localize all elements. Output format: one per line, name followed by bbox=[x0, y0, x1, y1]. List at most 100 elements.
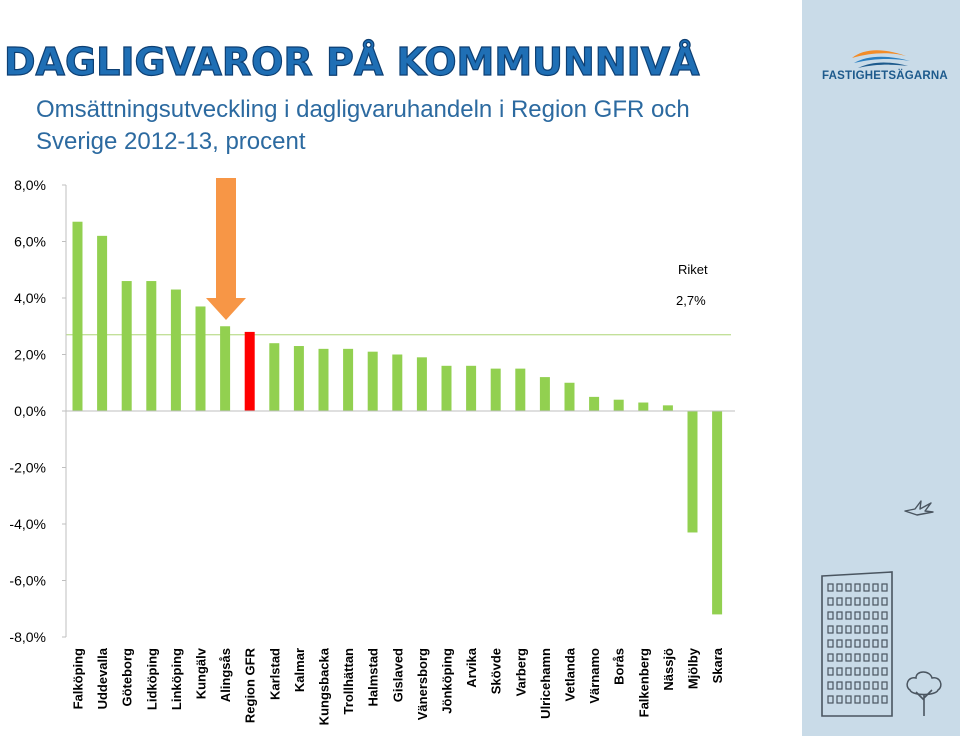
y-tick-label: -2,0% bbox=[9, 460, 46, 476]
tree-icon bbox=[906, 671, 942, 716]
building-window bbox=[827, 583, 834, 592]
building-window bbox=[836, 639, 843, 648]
building-window bbox=[845, 611, 852, 620]
bar bbox=[220, 326, 231, 411]
building-window bbox=[863, 611, 870, 620]
building-window bbox=[854, 597, 861, 606]
x-tick-label: Kungälv bbox=[194, 647, 209, 699]
bar bbox=[441, 365, 452, 411]
bar bbox=[687, 411, 698, 533]
page-title: DAGLIGVAROR PÅ KOMMUNNIVÅ bbox=[3, 39, 700, 84]
x-tick-label: Jönköping bbox=[440, 648, 455, 714]
building-window bbox=[854, 681, 861, 690]
y-tick-label: 6,0% bbox=[14, 234, 46, 250]
bird-icon bbox=[904, 500, 934, 516]
building-window bbox=[854, 695, 861, 704]
building-window bbox=[872, 611, 879, 620]
building-window bbox=[863, 639, 870, 648]
bar bbox=[589, 396, 600, 411]
building-window bbox=[872, 639, 879, 648]
bar bbox=[269, 343, 280, 411]
x-tick-label: Nässjö bbox=[661, 648, 676, 691]
bar bbox=[638, 402, 649, 411]
x-tick-label: Vänersborg bbox=[415, 648, 430, 720]
x-tick-label: Vetlanda bbox=[563, 647, 578, 701]
building-window bbox=[827, 639, 834, 648]
bar bbox=[367, 351, 378, 411]
y-tick-label: 4,0% bbox=[14, 290, 46, 306]
bar bbox=[293, 346, 304, 411]
building-window bbox=[854, 653, 861, 662]
x-tick-label: Halmstad bbox=[366, 648, 381, 707]
building-window bbox=[872, 653, 879, 662]
building-window bbox=[881, 611, 888, 620]
page-subtitle: Omsättningsutveckling i dagligvaruhandel… bbox=[36, 96, 690, 155]
x-tick-label: Gislaved bbox=[390, 648, 405, 702]
building-window bbox=[863, 625, 870, 634]
building-window bbox=[827, 667, 834, 676]
bar bbox=[244, 331, 255, 411]
building-window bbox=[845, 667, 852, 676]
building-window bbox=[836, 625, 843, 634]
bar bbox=[490, 368, 501, 411]
building-window bbox=[827, 611, 834, 620]
bar-chart: 8,0% 6,0% 4,0% 2,0% 0,0% -2,0% -4,0% -6,0% -8,0%… bbox=[9, 177, 735, 725]
x-tick-label: Arvika bbox=[464, 647, 479, 688]
bar bbox=[539, 377, 550, 411]
bar bbox=[515, 368, 526, 411]
bar bbox=[146, 281, 157, 411]
x-tick-label: Kungsbacka bbox=[317, 647, 332, 725]
building-window bbox=[854, 625, 861, 634]
building-window bbox=[872, 625, 879, 634]
building-window bbox=[836, 611, 843, 620]
x-tick-label: Värnamo bbox=[587, 648, 602, 704]
x-tick-label: Mjölby bbox=[686, 647, 701, 689]
x-tick-label: Borås bbox=[612, 648, 627, 685]
building-window bbox=[854, 611, 861, 620]
building-window bbox=[872, 695, 879, 704]
x-tick-label: Skara bbox=[710, 647, 725, 683]
building-window bbox=[881, 583, 888, 592]
building-window bbox=[845, 653, 852, 662]
x-tick-label: Trollhättan bbox=[341, 648, 356, 715]
building-window bbox=[845, 625, 852, 634]
building-window bbox=[854, 639, 861, 648]
bar bbox=[416, 357, 427, 411]
building-window bbox=[863, 653, 870, 662]
building-window bbox=[836, 681, 843, 690]
x-tick-label: Varberg bbox=[513, 648, 528, 696]
building-window bbox=[827, 681, 834, 690]
bar bbox=[195, 306, 206, 411]
x-tick-label: Karlstad bbox=[267, 648, 282, 700]
x-tick-label: Falköping bbox=[71, 648, 86, 709]
brand-name: FASTIGHETSÄGARNA bbox=[822, 70, 948, 82]
building-window bbox=[863, 667, 870, 676]
x-tick-label: Alingsås bbox=[218, 648, 233, 702]
x-tick-label: Lidköping bbox=[144, 648, 159, 710]
building-window bbox=[872, 681, 879, 690]
building-window bbox=[881, 625, 888, 634]
x-tick-label: Uddevalla bbox=[95, 647, 110, 709]
building-window bbox=[845, 681, 852, 690]
building-window bbox=[836, 597, 843, 606]
building-window bbox=[827, 695, 834, 704]
bar bbox=[712, 411, 723, 615]
wave-logo-icon bbox=[852, 50, 910, 68]
x-tick-label: Kalmar bbox=[292, 648, 307, 692]
bar bbox=[121, 281, 132, 411]
building-window bbox=[845, 695, 852, 704]
bar bbox=[170, 289, 181, 411]
building-window bbox=[863, 695, 870, 704]
building-window bbox=[881, 695, 888, 704]
building-window bbox=[845, 597, 852, 606]
bar bbox=[72, 221, 83, 411]
y-tick-label: 2,0% bbox=[14, 347, 46, 363]
reference-value-label: 2,7% bbox=[676, 293, 706, 308]
building-window bbox=[827, 625, 834, 634]
building-window bbox=[836, 695, 843, 704]
bar bbox=[613, 399, 624, 411]
building-window bbox=[881, 639, 888, 648]
building-window bbox=[881, 667, 888, 676]
building-window bbox=[881, 681, 888, 690]
bar bbox=[466, 365, 477, 411]
